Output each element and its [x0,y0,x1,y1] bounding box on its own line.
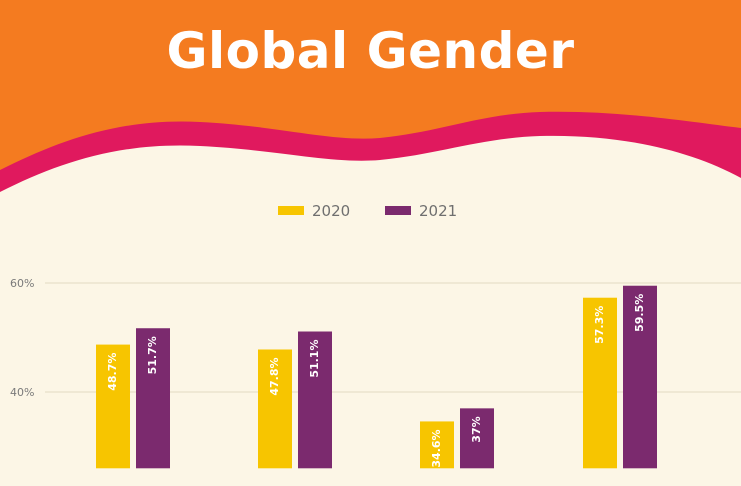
bar-2021-3 [460,408,494,469]
bar-label-2020-3: 34.6% [430,429,443,467]
bar-label-2021-1: 51.7% [146,336,159,374]
bar-label-2020-4: 57.3% [593,306,606,344]
bar-label-2020-1: 48.7% [106,353,119,391]
legend-label-2020: 2020 [312,202,350,220]
page-title: Global Gender [166,22,575,80]
y-tick-label-60: 60% [10,277,34,290]
y-tick-label-40: 40% [10,386,34,399]
header-cream-wave [0,135,741,200]
bar-2020-4 [583,297,617,469]
header-background [0,0,741,200]
bar-2020-1 [96,344,130,469]
bar-label-2021-2: 51.1% [308,340,321,378]
bar-2021-1 [136,328,170,469]
legend-swatch-2020 [278,206,304,215]
bar-2021-4 [623,285,657,469]
bar-label-2021-4: 59.5% [633,294,646,332]
bar-2020-2 [258,349,292,469]
legend-swatch-2021 [385,206,411,215]
bar-label-2020-2: 47.8% [268,357,281,395]
bar-2020-3 [420,421,454,469]
bar-label-2021-3: 37% [470,416,483,442]
legend-label-2021: 2021 [419,202,457,220]
bar-2021-2 [298,331,332,469]
